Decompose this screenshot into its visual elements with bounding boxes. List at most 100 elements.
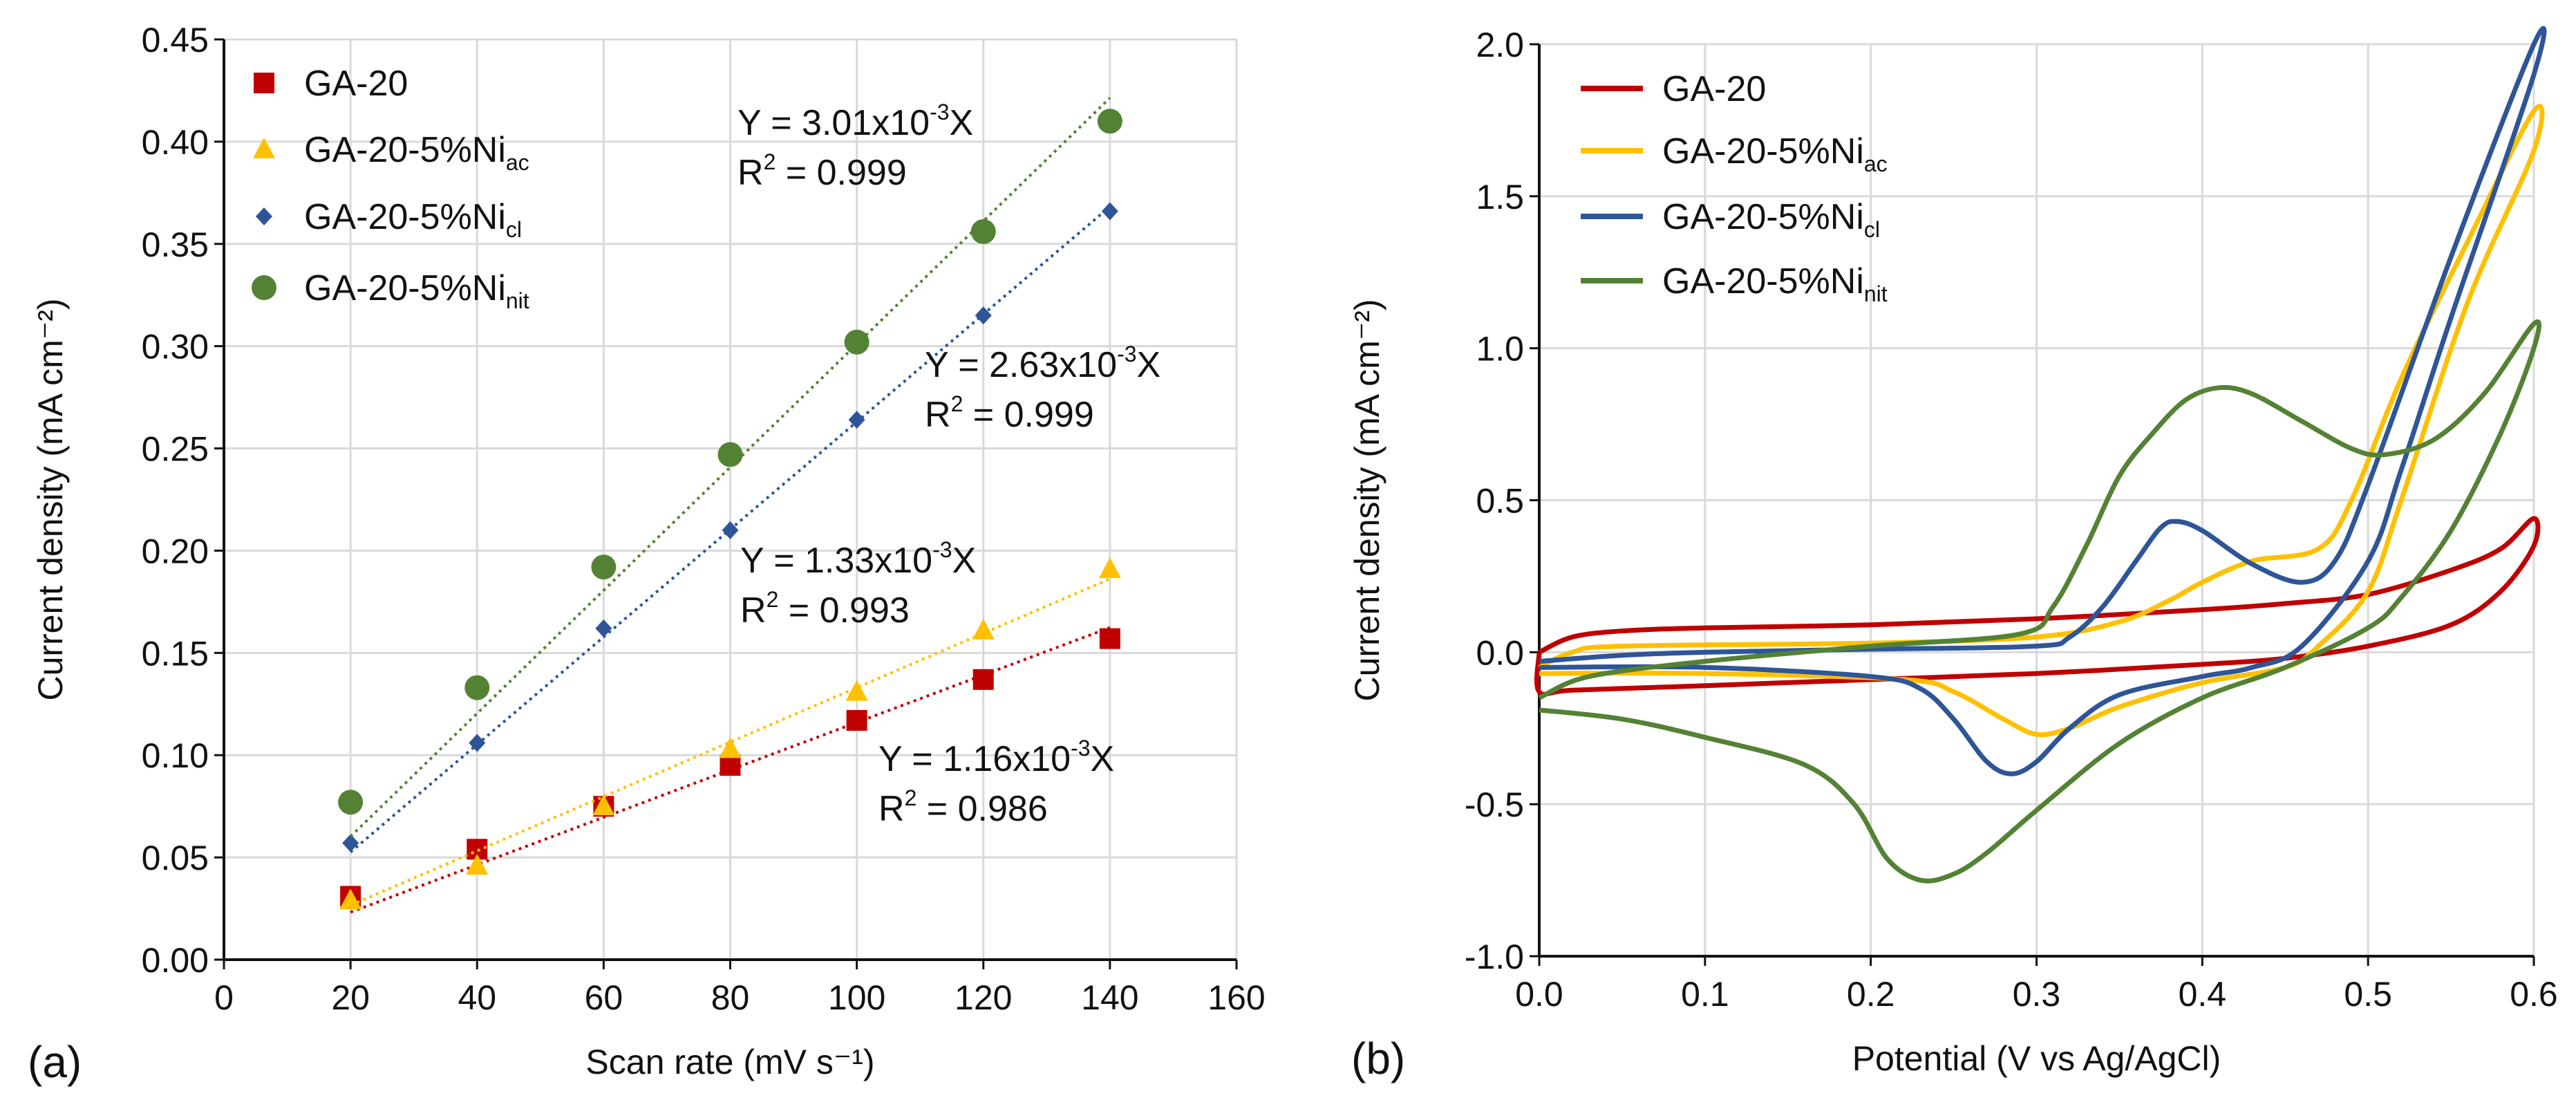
a-fit-r2: R2 = 0.993 <box>740 587 910 631</box>
legend-subscript: ac <box>1864 151 1888 176</box>
a-data-point <box>338 790 364 815</box>
a-data-point <box>1101 202 1118 221</box>
a-y-tick-label: 0.20 <box>142 532 209 570</box>
a-data-point <box>592 794 615 816</box>
a-y-tick-label: 0.30 <box>142 328 209 366</box>
b-y-tick-label: 1.0 <box>1476 330 1524 369</box>
b-y-tick-label: 0.0 <box>1476 633 1524 672</box>
a-y-tick-label: 0.10 <box>142 736 209 775</box>
r2-label: R <box>737 153 764 193</box>
b-legend-item: GA-20-5%Ninit <box>1581 261 1888 306</box>
r2-label: R <box>925 395 951 435</box>
b-cv-curve <box>1538 104 2545 738</box>
legend-subscript: cl <box>1864 217 1880 242</box>
a-fit-r2: R2 = 0.999 <box>737 149 907 193</box>
a-fit-equation: Y = 3.01x10-3X <box>737 100 973 143</box>
b-x-tick-label: 0.1 <box>1681 975 1729 1014</box>
r2-value: = 0.986 <box>916 789 1047 829</box>
eq-end: X <box>1137 345 1161 385</box>
eq-end: X <box>1091 739 1115 779</box>
r2-value: = 0.999 <box>963 395 1093 435</box>
eq-exponent: -3 <box>1117 342 1136 366</box>
a-legend-item: GA-20-5%Niac <box>253 130 529 175</box>
a-data-point <box>972 618 995 640</box>
a-x-tick-label: 160 <box>1207 978 1265 1017</box>
a-data-point <box>464 675 490 700</box>
b-x-axis-title: Potential (V vs Ag/AgCl) <box>1852 1039 2221 1078</box>
eq-end: X <box>950 103 974 143</box>
b-legend-item: GA-20-5%Nicl <box>1581 197 1880 242</box>
b-y-tick-label: 1.5 <box>1476 178 1524 216</box>
b-x-tick-label: 0.2 <box>1847 975 1895 1014</box>
a-legend-item: GA-20-5%Nicl <box>256 197 522 242</box>
a-series-ga-20: Y = 1.16x10-3X R2 = 0.986 <box>340 626 1120 914</box>
r2-sup: 2 <box>951 391 963 416</box>
eq-main: Y = 3.01x10 <box>737 103 930 143</box>
legend-name: GA-20-5%Ni <box>1662 261 1864 301</box>
a-data-point <box>342 834 359 853</box>
a-data-point <box>717 442 743 467</box>
a-x-tick-label: 80 <box>711 978 750 1017</box>
a-y-axis-title: Current density (mA cm⁻²) <box>31 298 70 700</box>
a-fit-equation: Y = 1.33x10-3X <box>740 537 976 581</box>
b-y-tick-label: -1.0 <box>1465 938 1524 976</box>
a-y-tick-label: 0.05 <box>142 839 209 877</box>
b-legend-label: GA-20-5%Nicl <box>1662 197 1880 242</box>
a-x-axis-title: Scan rate (mV s⁻¹) <box>585 1043 874 1081</box>
a-data-point <box>975 306 992 325</box>
a-y-tick-label: 0.00 <box>142 941 209 980</box>
b-y-tick-label: 2.0 <box>1476 26 1524 64</box>
b-series-ga-20-5-nicl <box>1539 26 2547 776</box>
a-data-point <box>469 734 486 752</box>
a-y-tick-label: 0.25 <box>142 430 209 469</box>
eq-exponent: -3 <box>932 537 952 562</box>
a-data-point <box>1097 109 1122 134</box>
a-x-tick-label: 140 <box>1081 978 1138 1017</box>
eq-main: Y = 1.16x10 <box>878 739 1071 779</box>
a-data-point <box>722 521 739 539</box>
a-data-point <box>466 853 489 875</box>
a-fit-equation: Y = 2.63x10-3X <box>925 342 1160 385</box>
legend-name: GA-20 <box>1662 69 1766 109</box>
b-legend-label: GA-20-5%Niac <box>1662 131 1888 176</box>
a-data-point <box>339 888 362 910</box>
b-cv-curve <box>1539 26 2547 776</box>
a-data-point <box>595 619 612 637</box>
legend-subscript: nit <box>1864 281 1888 306</box>
a-legend-marker <box>252 275 276 300</box>
b-x-tick-label: 0.3 <box>2013 975 2061 1014</box>
r2-label: R <box>740 590 767 631</box>
a-legend-item: GA-20-5%Ninit <box>252 268 529 313</box>
b-panel-label: (b) <box>1351 1034 1405 1083</box>
a-x-tick-label: 20 <box>331 978 370 1017</box>
eq-main: Y = 1.33x10 <box>740 541 932 581</box>
a-data-point <box>1098 557 1121 579</box>
a-x-tick-label: 0 <box>214 978 234 1017</box>
a-x-tick-label: 60 <box>585 978 623 1017</box>
b-x-tick-label: 0.5 <box>2344 975 2392 1014</box>
a-data-point <box>972 669 994 690</box>
b-series-ga-20-5-niac <box>1538 104 2545 738</box>
b-legend-item: GA-20 <box>1581 69 1766 109</box>
r2-sup: 2 <box>905 785 917 810</box>
r2-sup: 2 <box>764 149 776 174</box>
a-fit-equation: Y = 1.16x10-3X <box>878 736 1114 779</box>
a-x-tick-label: 100 <box>828 978 885 1017</box>
a-data-point <box>845 680 868 701</box>
b-legend-label: GA-20-5%Ninit <box>1662 261 1888 306</box>
a-y-tick-label: 0.15 <box>142 634 209 673</box>
r2-value: = 0.993 <box>778 590 909 631</box>
a-legend-label: GA-20-5%Niac <box>304 130 529 175</box>
a-legend-marker <box>256 207 272 225</box>
a-y-tick-label: 0.45 <box>142 21 209 59</box>
a-legend-marker <box>253 138 275 158</box>
a-data-point <box>1099 628 1120 649</box>
a-fit-r2: R2 = 0.986 <box>878 785 1048 829</box>
b-series-ga-20-5-ninit <box>1538 319 2542 884</box>
legend-subscript: cl <box>506 217 522 242</box>
legend-name: GA-20 <box>304 64 408 104</box>
